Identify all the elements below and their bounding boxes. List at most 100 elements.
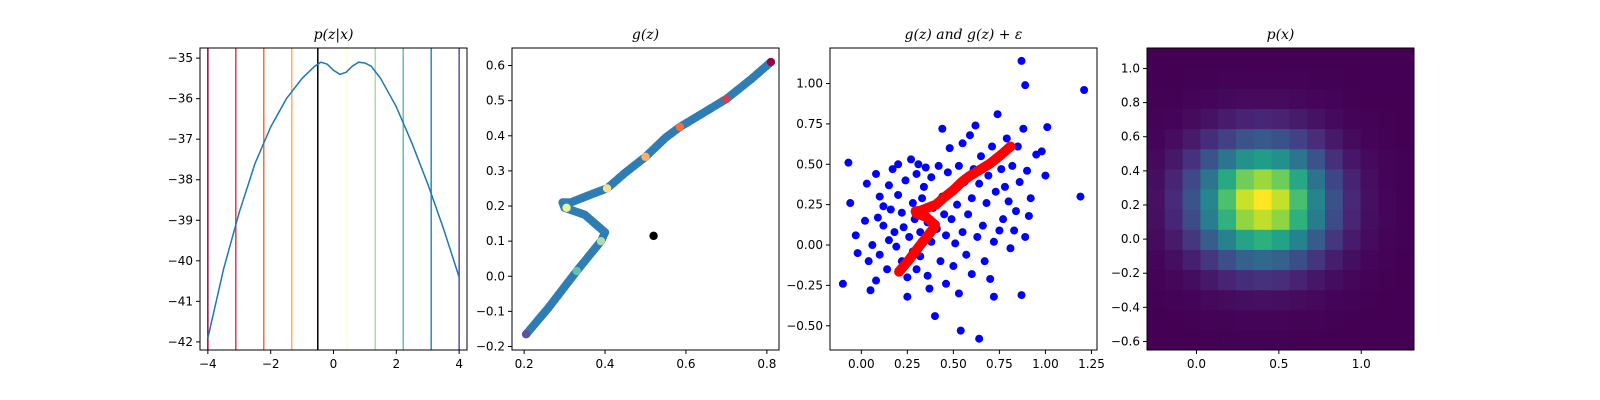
- noisy-point: [956, 326, 965, 335]
- heatmap-cell: [1200, 309, 1219, 331]
- panel-title: g(z): [632, 27, 659, 43]
- noisy-point: [921, 163, 930, 172]
- heatmap-cell: [1378, 269, 1397, 291]
- heatmap-cell: [1253, 128, 1273, 150]
- noisy-point: [903, 292, 912, 301]
- heatmap-cell: [1342, 209, 1362, 230]
- noisy-point: [868, 241, 877, 250]
- heatmap-cell: [1289, 188, 1308, 210]
- heatmap-cell: [1307, 329, 1326, 350]
- noisy-point: [978, 221, 987, 230]
- y-tick-label: −0.2: [476, 339, 505, 353]
- heatmap-cell: [1182, 329, 1201, 350]
- heatmap-cell: [1378, 309, 1397, 331]
- noisy-point: [901, 176, 910, 185]
- noisy-point: [934, 161, 943, 170]
- heatmap-cell: [1236, 209, 1255, 230]
- heatmap-cell: [1236, 249, 1255, 271]
- noisy-point: [918, 194, 927, 203]
- heatmap-cell: [1147, 209, 1166, 230]
- heatmap-cell: [1360, 128, 1379, 150]
- y-tick-label: 0.4: [1121, 164, 1140, 178]
- heatmap-cell: [1182, 48, 1201, 69]
- noisy-point: [925, 284, 934, 293]
- heatmap-cell: [1325, 188, 1344, 210]
- heatmap-cell: [1236, 48, 1255, 69]
- heatmap-cell: [1289, 168, 1308, 190]
- heatmap-cell: [1182, 188, 1201, 210]
- y-tick-label: −0.6: [1111, 334, 1140, 348]
- highlight-point: [602, 184, 612, 193]
- panel-title: p(z|x): [314, 27, 354, 43]
- noisy-point: [942, 279, 951, 288]
- noisy-point: [1041, 171, 1050, 180]
- x-tick-label: 0.4: [595, 357, 614, 371]
- heatmap-cell: [1342, 188, 1362, 210]
- noisy-point: [1043, 123, 1052, 132]
- noisy-point: [947, 215, 956, 224]
- noisy-point: [873, 213, 882, 222]
- noisy-point: [838, 279, 847, 288]
- noisy-point: [884, 236, 893, 245]
- heatmap-cell: [1342, 249, 1362, 271]
- highlight-point: [562, 203, 571, 212]
- noisy-point: [942, 231, 951, 240]
- noisy-point: [976, 152, 985, 161]
- heatmap-cell: [1289, 249, 1308, 271]
- heatmap-cell: [1360, 269, 1379, 291]
- noisy-point: [951, 239, 960, 248]
- panel-4: 0.0 0.5 1.0 −0.6 −0.4 −0.2 0.0 0.2 0.4 0.6 0.8 1.0 p…: [1111, 27, 1415, 371]
- x-tick-label: 0.25: [894, 357, 921, 371]
- heatmap-cell: [1342, 128, 1362, 150]
- noisy-point: [875, 250, 884, 259]
- heatmap-cell: [1396, 68, 1414, 89]
- heatmap-cell: [1271, 148, 1290, 170]
- heatmap-cell: [1236, 128, 1255, 150]
- heatmap-cell: [1378, 148, 1397, 170]
- noisy-point: [892, 242, 901, 251]
- heatmap-cell: [1342, 229, 1362, 250]
- heatmap-cell: [1378, 48, 1397, 69]
- heatmap-cell: [1218, 48, 1237, 69]
- noisy-point: [907, 155, 916, 164]
- noisy-point: [965, 131, 974, 140]
- y-tick-label: 0.6: [1121, 130, 1140, 144]
- noisy-point: [975, 179, 984, 188]
- x-tick-label: 0.8: [757, 357, 776, 371]
- heatmap-cell: [1307, 148, 1326, 170]
- heatmap-cell: [1182, 68, 1201, 89]
- heatmap-cell: [1307, 289, 1326, 311]
- heatmap-cell: [1271, 188, 1290, 210]
- noisy-point: [986, 274, 995, 283]
- heatmap-cell: [1360, 229, 1379, 250]
- heatmap-cell: [1253, 289, 1273, 311]
- y-tick-label: 1.00: [796, 77, 823, 91]
- noisy-point: [1021, 232, 1030, 241]
- heatmap-cell: [1164, 168, 1184, 190]
- noisy-point: [958, 139, 967, 148]
- noisy-point: [958, 228, 967, 237]
- panel-3: 0.00 0.25 0.50 0.75 1.00 1.25 −0.50 −0.25 0.00 0.…: [786, 27, 1105, 371]
- noisy-point: [954, 289, 963, 298]
- noisy-point: [967, 194, 976, 203]
- noisy-point: [964, 210, 973, 219]
- heatmap-cell: [1200, 188, 1219, 210]
- heatmap-cell: [1396, 309, 1414, 331]
- heatmap-cell: [1396, 148, 1414, 170]
- heatmap-cell: [1218, 209, 1237, 230]
- axes-frame: [199, 47, 468, 351]
- highlight-point: [675, 122, 685, 132]
- heatmap-cell: [1236, 309, 1255, 331]
- x-tick-label: −4: [199, 357, 217, 371]
- x-tick-label: 0.75: [986, 357, 1013, 371]
- heatmap-cell: [1396, 249, 1414, 271]
- noisy-point: [883, 265, 892, 274]
- heatmap-cell: [1236, 269, 1255, 291]
- heatmap-cell: [1164, 128, 1184, 150]
- noisy-point: [1024, 211, 1033, 220]
- heatmap-cell: [1200, 329, 1219, 350]
- heatmap-cell: [1182, 88, 1201, 109]
- heatmap-cell: [1200, 209, 1219, 230]
- highlight-point: [596, 236, 606, 246]
- noisy-point: [1011, 207, 1020, 216]
